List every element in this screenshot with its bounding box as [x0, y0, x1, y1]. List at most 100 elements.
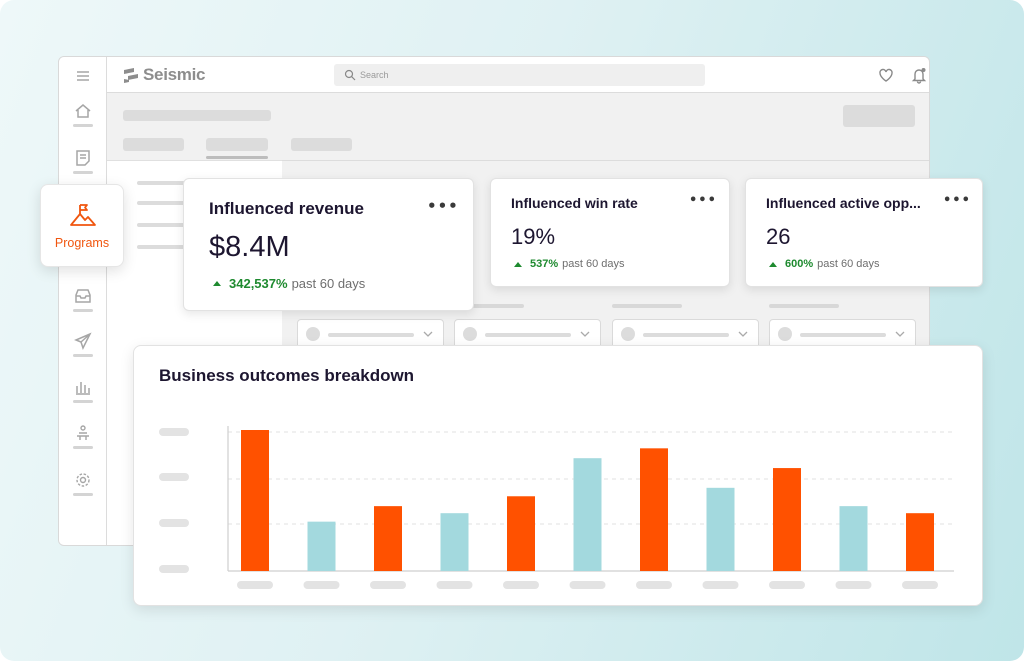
chevron-down-icon [423, 331, 433, 337]
tab-placeholder[interactable] [206, 138, 268, 151]
bar-chart [159, 426, 954, 589]
filter-dropdown[interactable] [297, 319, 444, 349]
nav-rail [59, 57, 107, 545]
x-tick-label-placeholder [503, 581, 539, 589]
x-tick-label-placeholder [769, 581, 805, 589]
top-bar: Seismic [107, 57, 929, 93]
list-item-placeholder[interactable] [137, 245, 207, 249]
home-icon[interactable] [73, 101, 93, 121]
send-icon[interactable] [73, 331, 93, 351]
note-icon[interactable] [73, 148, 93, 168]
page-title-placeholder [123, 110, 271, 121]
filter-avatar-placeholder [621, 327, 635, 341]
nav-label-placeholder [73, 171, 93, 174]
x-tick-label-placeholder [303, 581, 340, 589]
y-tick-label-placeholder [159, 428, 189, 436]
heart-icon[interactable] [877, 66, 895, 84]
filter-avatar-placeholder [306, 327, 320, 341]
kpi-delta-period: past 60 days [817, 258, 880, 270]
more-options-icon[interactable]: ••• [689, 193, 717, 208]
filter-label-placeholder [454, 304, 524, 308]
divider [282, 160, 929, 161]
gear-icon[interactable] [73, 470, 93, 490]
filter-avatar-placeholder [778, 327, 792, 341]
chart-title: Business outcomes breakdown [159, 366, 415, 385]
kpi-delta-percent: 537% [530, 258, 559, 270]
chevron-down-icon [738, 331, 748, 337]
y-tick-label-placeholder [159, 473, 189, 481]
more-options-icon[interactable]: ••• [943, 193, 971, 208]
trend-up-icon [769, 261, 777, 267]
nav-label-placeholder [73, 124, 93, 127]
inbox-icon[interactable] [73, 286, 93, 306]
kpi-delta-period: past 60 days [291, 276, 366, 291]
kpi-delta-percent: 600% [785, 258, 814, 270]
x-tick-label-placeholder [835, 581, 872, 589]
x-tick-label-placeholder [902, 581, 938, 589]
filter-label-placeholder [769, 304, 839, 308]
filter-label-placeholder [612, 304, 682, 308]
filter-text-placeholder [328, 333, 414, 337]
x-tick-label-placeholder [370, 581, 406, 589]
kpi-delta: 342,537% past 60 days [213, 276, 365, 291]
chart-bar [906, 513, 934, 571]
chart-bar [440, 513, 469, 571]
search-bar[interactable] [334, 64, 705, 86]
business-outcomes-chart-card: Business outcomes breakdown [133, 345, 983, 606]
nav-label-placeholder [73, 309, 93, 312]
menu-icon[interactable] [73, 66, 93, 86]
bar-chart-icon[interactable] [73, 377, 93, 397]
x-tick-label-placeholder [702, 581, 739, 589]
chevron-down-icon [580, 331, 590, 337]
active-tab-indicator [206, 156, 268, 159]
nav-label-placeholder [73, 354, 93, 357]
x-tick-label-placeholder [237, 581, 273, 589]
trend-up-icon [514, 261, 522, 267]
bell-icon[interactable] [910, 66, 928, 84]
list-item-placeholder[interactable] [137, 223, 207, 227]
y-tick-label-placeholder [159, 565, 189, 573]
chart-bar [640, 448, 668, 571]
presenter-icon[interactable] [73, 423, 93, 443]
filter-text-placeholder [485, 333, 571, 337]
kpi-delta-percent: 342,537% [229, 276, 288, 291]
kpi-card-influenced-active-opportunities[interactable]: Influenced active opp... ••• 26 600% pas… [745, 178, 983, 287]
kpi-delta-period: past 60 days [562, 258, 625, 270]
kpi-delta: 600% past 60 days [769, 258, 880, 270]
chevron-down-icon [895, 331, 905, 337]
x-tick-label-placeholder [569, 581, 606, 589]
tab-placeholder[interactable] [291, 138, 352, 151]
flag-mountain-icon [70, 204, 96, 226]
brand-logo[interactable]: Seismic [123, 65, 205, 85]
kpi-title: Influenced win rate [511, 195, 638, 211]
y-tick-label-placeholder [159, 519, 189, 527]
trend-up-icon [213, 281, 221, 286]
kpi-value: 19% [511, 224, 556, 249]
filter-text-placeholder [800, 333, 886, 337]
seismic-logo-icon [124, 68, 138, 83]
list-item-placeholder[interactable] [137, 181, 207, 185]
chart-bar [507, 496, 535, 571]
nav-label-placeholder [73, 446, 93, 449]
nav-item-programs[interactable]: Programs [40, 184, 124, 267]
chart-bar [773, 468, 801, 571]
kpi-title: Influenced active opp... [766, 195, 921, 211]
x-tick-label-placeholder [636, 581, 672, 589]
kpi-value: 26 [766, 224, 791, 249]
kpi-card-influenced-revenue[interactable]: Influenced revenue ••• $8.4M 342,537% pa… [183, 178, 474, 311]
action-button-placeholder[interactable] [843, 105, 915, 127]
chart-bar [307, 521, 336, 571]
filter-dropdown[interactable] [769, 319, 916, 349]
kpi-delta: 537% past 60 days [514, 258, 625, 270]
chart-bar [573, 458, 602, 571]
search-input[interactable] [360, 67, 690, 83]
more-options-icon[interactable]: ••• [427, 197, 459, 215]
list-item-placeholder[interactable] [137, 201, 207, 205]
x-tick-label-placeholder [436, 581, 473, 589]
search-icon [344, 69, 356, 81]
chart-bar [839, 506, 868, 571]
kpi-card-influenced-win-rate[interactable]: Influenced win rate ••• 19% 537% past 60… [490, 178, 730, 287]
tab-placeholder[interactable] [123, 138, 184, 151]
filter-text-placeholder [643, 333, 729, 337]
brand-name: Seismic [143, 65, 206, 84]
